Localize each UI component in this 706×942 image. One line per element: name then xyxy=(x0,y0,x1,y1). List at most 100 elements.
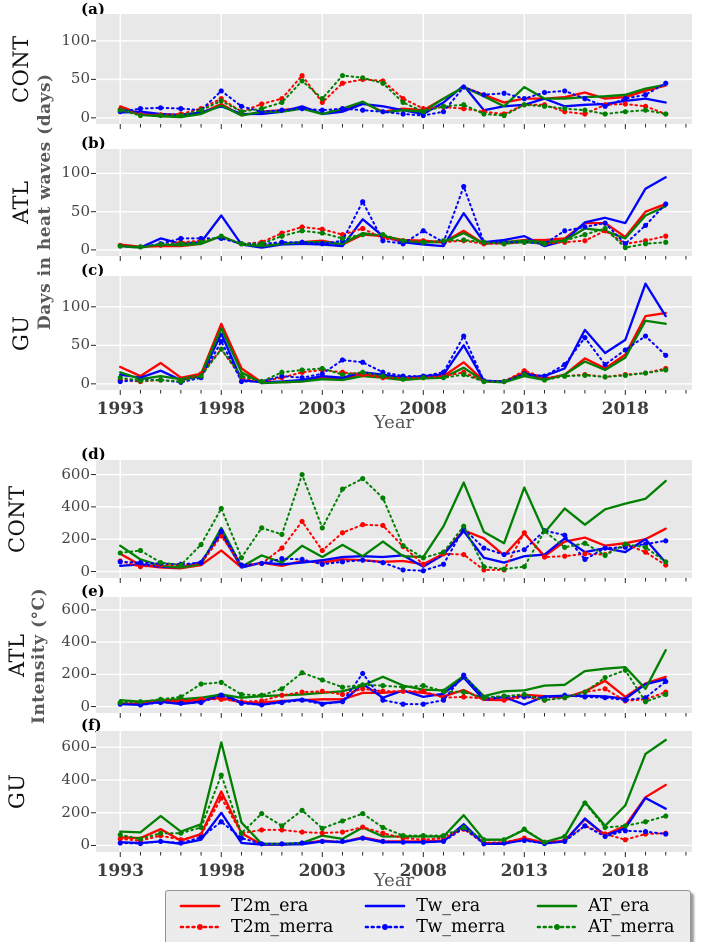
row-label-cont-intensity: CONT xyxy=(5,485,29,553)
series-T2m_era xyxy=(119,527,667,570)
y-tick-label: 600 xyxy=(61,599,90,618)
x-tick-label: 2008 xyxy=(399,399,447,419)
series-Tw_merra xyxy=(119,335,667,384)
plot-panel-a: 0 50 100 xyxy=(61,14,692,129)
x-tick-label: 2003 xyxy=(298,399,346,419)
y-tick-label: 100 xyxy=(61,163,90,182)
plot-panel-b: 0 50 100 xyxy=(61,149,692,261)
y-tick-label: 0 xyxy=(80,107,90,126)
series-AT_era xyxy=(119,319,667,385)
solid-line-sample-icon xyxy=(364,904,406,908)
x-tick-label: 1993 xyxy=(96,399,144,419)
series-AT_merra xyxy=(119,473,667,571)
legend-label: T2m_merra xyxy=(231,917,334,937)
solid-line-sample-icon xyxy=(179,904,221,908)
plot-panel-d: 0 200 400 600 xyxy=(61,460,692,583)
x-tick-label: 2013 xyxy=(500,861,548,881)
x-tick-label: 1998 xyxy=(197,399,245,419)
legend-item-AT_merra: AT_merra xyxy=(535,917,674,937)
x-tick-label: 2013 xyxy=(500,399,548,419)
panel-letter-f: (f) xyxy=(81,716,102,734)
panel-letter-d: (d) xyxy=(81,445,106,463)
y-tick-label: 200 xyxy=(61,664,90,683)
y-tick-label: 0 xyxy=(80,561,90,580)
x-tick-label: 2003 xyxy=(298,861,346,881)
x-tick-label: 2008 xyxy=(399,861,447,881)
y-tick-label: 0 xyxy=(80,239,90,258)
y-tick-label: 200 xyxy=(61,529,90,548)
y-tick-label: 100 xyxy=(61,296,90,315)
y-tick-label: 0 xyxy=(80,373,90,392)
legend: T2m_era Tw_era AT_era T2m_merra Tw_merra AT_m… xyxy=(165,890,692,942)
series-AT_merra xyxy=(119,227,667,249)
legend-item-Tw_merra: Tw_merra xyxy=(363,917,505,937)
panel-plot-svg xyxy=(91,14,692,129)
series-Tw_merra xyxy=(119,185,667,248)
row-label-atl-intensity: ATL xyxy=(5,633,29,677)
series-AT_merra xyxy=(119,348,667,383)
plot-panel-f: 0 200 400 600 1993 1998 2003 2008 2013 2018 xyxy=(61,731,692,881)
y-tick-label: 400 xyxy=(61,496,90,515)
row-label-cont-days: CONT xyxy=(9,35,33,103)
series-AT_era xyxy=(119,83,667,119)
panel-plot-svg xyxy=(91,597,692,718)
y-tick-label: 600 xyxy=(61,737,90,756)
legend-label: AT_era xyxy=(588,896,650,916)
legend-label: AT_merra xyxy=(588,917,675,937)
series-T2m_merra xyxy=(119,74,667,116)
legend-item-T2m_era: T2m_era xyxy=(178,896,333,916)
dotted-line-sample-icon xyxy=(536,924,578,930)
y-tick-label: 400 xyxy=(61,632,90,651)
row-label-atl-days: ATL xyxy=(9,180,33,225)
series-Tw_merra xyxy=(119,672,667,706)
dotted-line-sample-icon xyxy=(364,924,406,930)
panel-letter-e: (e) xyxy=(81,582,105,600)
panel-letter-a: (a) xyxy=(81,0,105,18)
y-tick-label: 50 xyxy=(70,201,90,220)
panel-plot-svg xyxy=(91,276,692,395)
x-tick-label: 2018 xyxy=(601,399,649,419)
y-tick-label: 200 xyxy=(61,802,90,821)
legend-label: Tw_merra xyxy=(416,917,506,937)
legend-label: T2m_era xyxy=(231,896,309,916)
dotted-line-sample-icon xyxy=(179,924,221,930)
series-AT_era xyxy=(119,205,667,249)
plot-panel-e: 0 200 400 600 xyxy=(61,597,692,718)
series-AT_merra xyxy=(119,74,667,117)
ylabel-intensity: Intensity (°C) xyxy=(29,587,49,725)
y-tick-label: 100 xyxy=(61,30,90,49)
series-Tw_era xyxy=(119,282,667,384)
panel-plot-svg xyxy=(91,460,692,583)
legend-item-Tw_era: Tw_era xyxy=(363,896,505,916)
solid-line-sample-icon xyxy=(536,904,578,908)
y-tick-label: 50 xyxy=(70,335,90,354)
x-tick-label: 1993 xyxy=(96,861,144,881)
legend-label: Tw_era xyxy=(416,896,481,916)
series-AT_era xyxy=(119,649,667,703)
xlabel-year-intensity: Year xyxy=(373,870,415,891)
x-tick-label: 2018 xyxy=(601,861,649,881)
y-tick-label: 0 xyxy=(80,696,90,715)
panel-plot-svg xyxy=(91,731,692,857)
panel-plot-svg xyxy=(91,149,692,261)
legend-item-AT_era: AT_era xyxy=(535,896,674,916)
y-tick-label: 400 xyxy=(61,770,90,789)
row-label-gu-days: GU xyxy=(9,315,33,351)
x-tick-label: 1998 xyxy=(197,861,245,881)
row-label-gu-intensity: GU xyxy=(5,773,29,810)
y-tick-label: 0 xyxy=(80,835,90,854)
panel-letter-b: (b) xyxy=(81,134,106,152)
y-tick-label: 50 xyxy=(70,69,90,88)
series-AT_merra xyxy=(119,669,667,704)
panel-letter-c: (c) xyxy=(81,261,105,279)
series-T2m_merra xyxy=(119,520,667,571)
series-T2m_merra xyxy=(119,226,667,248)
series-Tw_merra xyxy=(119,82,667,117)
xlabel-year-days: Year xyxy=(373,412,415,433)
series-Tw_merra xyxy=(119,820,667,845)
series-Tw_merra xyxy=(119,527,667,572)
legend-item-T2m_merra: T2m_merra xyxy=(178,917,333,937)
plot-panel-c: 0 50 100 1993 1998 2003 2008 2013 2018 xyxy=(61,276,692,419)
series-AT_merra xyxy=(119,774,667,844)
